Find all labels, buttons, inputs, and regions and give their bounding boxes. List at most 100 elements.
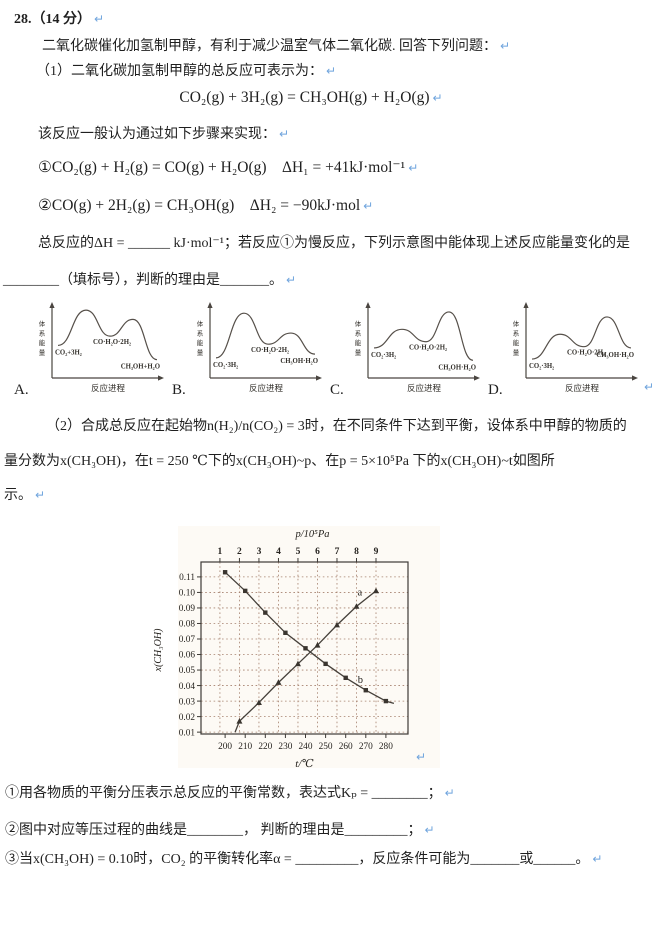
option-letter-d: D. xyxy=(488,382,503,398)
paragraph-mark: ↵ xyxy=(35,488,46,502)
diagram-x-axis-label: 反应进程 xyxy=(249,383,284,393)
top-axis-tick-label: 8 xyxy=(354,547,359,557)
products-label: CH₃OH·H₂O xyxy=(596,352,634,359)
intro-line: 二氧化碳催化加氢制甲醇，有利于减少温室气体二氧化碳. 回答下列问题： ↵ xyxy=(42,36,510,57)
paragraph-mark: ↵ xyxy=(424,823,435,837)
chart-background xyxy=(178,526,440,768)
x-axis-arrow-icon xyxy=(474,375,480,381)
x-axis-arrow-icon xyxy=(316,375,322,381)
y-axis-tick-label: 0.04 xyxy=(179,682,196,692)
products-label: CH₃OH+H₂O xyxy=(121,364,160,371)
paragraph-mark: ↵ xyxy=(644,380,655,394)
part2-text2: 量分数为x(CH₃OH)，在t = 250 ℃下的x(CH₃OH)~p、在p =… xyxy=(4,454,555,469)
option-letter-c: C. xyxy=(330,382,344,398)
top-axis-title: p/10⁵Pa xyxy=(295,529,330,540)
bottom-axis-tick-label: 220 xyxy=(258,742,272,752)
top-axis-tick-label: 9 xyxy=(374,547,379,557)
paragraph-mark: ↵ xyxy=(444,786,455,800)
plot-border xyxy=(200,561,409,735)
paragraph-mark: ↵ xyxy=(326,64,337,78)
overall-equation: CO₂(g) + 3H₂(g) = CH₃OH(g) + H₂O(g) xyxy=(179,89,430,106)
top-axis-tick-label: 1 xyxy=(218,547,223,557)
y-axis-tick-label: 0.06 xyxy=(179,651,196,661)
bottom-axis-tick-label: 250 xyxy=(319,742,333,752)
question-number: 28.（14 分） xyxy=(14,12,91,27)
energy-curve xyxy=(531,316,632,360)
diagram-x-axis-label: 反应进程 xyxy=(407,383,442,393)
y-axis-tick-label: 0.01 xyxy=(179,728,196,738)
steps-intro-text: 该反应一般认为通过如下步骤来实现： xyxy=(38,127,276,142)
diagram-y-axis-label: 能 xyxy=(355,338,362,347)
diagram-y-axis-label: 量 xyxy=(39,349,46,357)
intro-text: 二氧化碳催化加氢制甲醇，有利于减少温室气体二氧化碳. 回答下列问题： xyxy=(42,39,497,54)
question1-text2: ________（填标号），判断的理由是_______。 xyxy=(3,273,283,288)
diagram-y-axis-label: 体 xyxy=(197,319,204,328)
part2-line2: 量分数为x(CH₃OH)，在t = 250 ℃下的x(CH₃OH)~p、在p =… xyxy=(4,452,555,472)
markers-a xyxy=(236,587,380,724)
diagram-y-axis-label: 系 xyxy=(513,329,520,338)
subquestion2-line: ②图中对应等压过程的曲线是________， 判断的理由是_________； ↵ xyxy=(5,820,435,841)
question1-text1: 总反应的ΔH = ______ kJ·mol⁻¹；若反应①为慢反应，下列示意图中… xyxy=(38,236,630,251)
paragraph-mark: ↵ xyxy=(408,161,419,175)
subquestion3-line: ③当x(CH₃OH) = 0.10时，CO₂ 的平衡转化率α = _______… xyxy=(5,849,602,870)
subquestion1-text: ①用各物质的平衡分压表示总反应的平衡常数，表达式Kₚ = ________； xyxy=(5,786,442,801)
reactants-label: CO₂·3H₂ xyxy=(213,362,238,369)
subquestion3-text: ③当x(CH₃OH) = 0.10时，CO₂ 的平衡转化率α = _______… xyxy=(5,852,590,867)
chart-ticks: 1 2 3 4 5 6 7 8 9 200 210 220 230 240 250 260 270 280 0.01… xyxy=(179,547,393,752)
diagram-y-axis-label: 体 xyxy=(513,319,520,328)
diagram-y-axis-label: 体 xyxy=(39,319,46,328)
energy-diagram-options-row: 体系能量反应进程 CO₂+3H₂ CO·H₂O·2H₂ CH₃OH+H₂O A. 体系… xyxy=(8,298,656,401)
diagram-y-axis-label: 系 xyxy=(355,329,362,338)
question1-line1: 总反应的ΔH = ______ kJ·mol⁻¹；若反应①为慢反应，下列示意图中… xyxy=(38,234,630,254)
reactants-label: CO₂+3H₂ xyxy=(55,349,82,356)
equation-step2-line: ②CO(g) + 2H₂(g) = CH₃OH(g) ΔH₂ = −90kJ·m… xyxy=(38,196,373,216)
x-axis-arrow-icon xyxy=(632,375,638,381)
paragraph-mark: ↵ xyxy=(94,12,105,26)
reactants-label: CO₂·3H₂ xyxy=(529,363,554,370)
energy-curve xyxy=(57,309,158,361)
diagram-y-axis-label: 量 xyxy=(513,349,520,357)
products-label: CH₃OH·H₂O xyxy=(280,358,318,365)
paragraph-mark: ↵ xyxy=(432,91,443,105)
curve-b xyxy=(224,571,395,705)
paragraph-mark: ↵ xyxy=(500,39,511,53)
y-axis-tick-label: 0.05 xyxy=(179,666,196,676)
y-axis-title: x(CH₃OH) xyxy=(153,628,164,673)
intermediate-label: CO·H₂O·2H₂ xyxy=(93,339,131,346)
y-axis-arrow-icon xyxy=(49,302,55,308)
intermediate-label: CO·H₂O·2H₂ xyxy=(567,350,605,357)
energy-curve xyxy=(215,312,316,359)
x-axis-arrow-icon xyxy=(158,375,164,381)
paragraph-mark: ↵ xyxy=(363,199,374,213)
diagram-x-axis-label: 反应进程 xyxy=(91,383,126,393)
paragraph-mark: ↵ xyxy=(279,127,290,141)
y-axis-arrow-icon xyxy=(365,302,371,308)
overall-equation-line: CO₂(g) + 3H₂(g) = CH₃OH(g) + H₂O(g) ↵ xyxy=(0,88,622,108)
top-axis-tick-label: 2 xyxy=(237,547,242,557)
part2-text3: 示。 xyxy=(4,488,32,503)
curve-label-b: b xyxy=(358,675,363,686)
part2-line1: （2）合成总反应在起始物n(H₂)/n(CO₂) = 3时，在不同条件下达到平衡… xyxy=(46,417,627,437)
diagram-y-axis-label: 量 xyxy=(355,349,362,357)
equation-step1: ①CO₂(g) + H₂(g) = CO(g) + H₂O(g) ΔH₁ = +… xyxy=(38,159,406,176)
diagram-y-axis-label: 量 xyxy=(197,349,204,357)
top-axis-tick-label: 4 xyxy=(276,547,281,557)
bottom-axis-title: t/℃ xyxy=(295,758,314,770)
y-axis-tick-label: 0.11 xyxy=(179,573,195,583)
part1-text: （1）二氧化碳加氢制甲醇的总反应可表示为： xyxy=(36,64,323,79)
top-axis-tick-label: 7 xyxy=(335,547,340,557)
energy-diagram-option-d: 体系能量反应进程 CO₂·3H₂ CO·H₂O·2H₂ CH₃OH·H₂O D. xyxy=(482,298,640,401)
diagram-x-axis-label: 反应进程 xyxy=(565,383,600,393)
part1-line: （1）二氧化碳加氢制甲醇的总反应可表示为： ↵ xyxy=(36,61,336,82)
subquestion2-text: ②图中对应等压过程的曲线是________， 判断的理由是_________； xyxy=(5,823,422,838)
diagram-y-axis-label: 系 xyxy=(197,329,204,338)
bottom-axis-tick-label: 230 xyxy=(278,742,292,752)
